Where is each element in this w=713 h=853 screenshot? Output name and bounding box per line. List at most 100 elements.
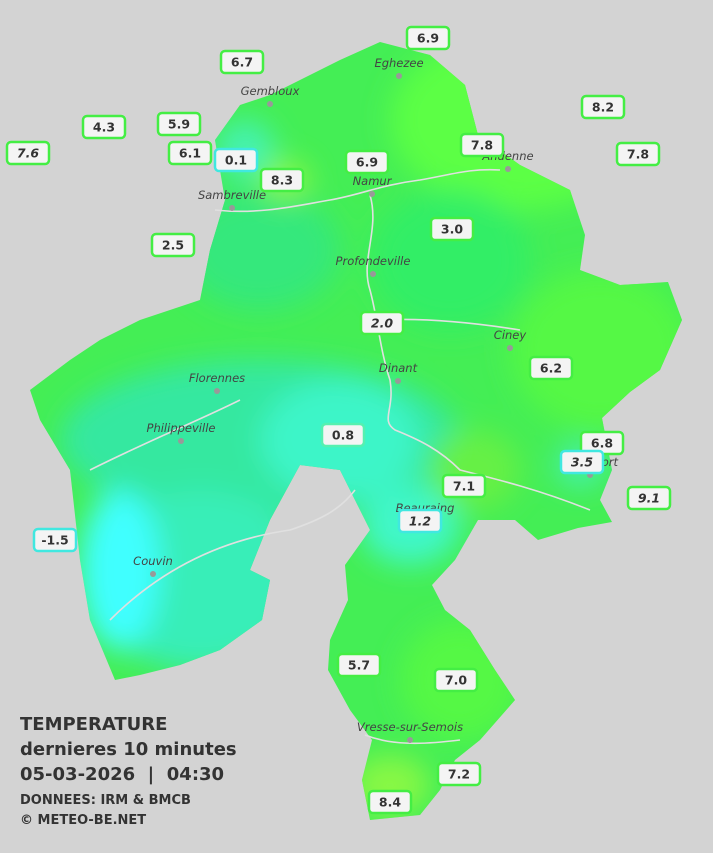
station-value: 6.9 (417, 31, 439, 46)
city-name: Namur (353, 174, 393, 188)
station-label: 2.0 (359, 310, 405, 336)
legend-datetime: 05-03-2026 | 04:30 (20, 764, 224, 785)
station-box (81, 114, 127, 140)
legend: TEMPERATURE dernieres 10 minutes 05-03-2… (20, 714, 237, 828)
legend-subtitle: dernieres 10 minutes (20, 739, 237, 760)
city-name: Dinant (379, 361, 418, 375)
station-label: 5.7 (336, 652, 382, 678)
station-label: -1.5 (32, 527, 78, 553)
legend-copyright: © METEO-BE.NET (20, 813, 146, 828)
legend-title: TEMPERATURE (20, 714, 167, 735)
station-value: 1.2 (409, 514, 431, 529)
station-box (459, 132, 505, 158)
city-name: Gembloux (241, 84, 300, 98)
city-dot (150, 571, 156, 577)
station-box (213, 147, 259, 173)
station-label: 8.4 (367, 789, 413, 815)
station-value: 6.1 (179, 146, 201, 161)
station-box (626, 485, 672, 511)
station-box (32, 527, 78, 553)
city-name: Couvin (133, 554, 173, 568)
station-value: 7.6 (17, 146, 39, 161)
station-label: 0.8 (320, 422, 366, 448)
station-box (580, 94, 626, 120)
city-dot (370, 271, 376, 277)
station-value: 3.5 (571, 455, 593, 470)
city-name: Profondeville (336, 254, 411, 268)
station-value: 5.9 (168, 117, 190, 132)
city-dot (369, 191, 375, 197)
station-label: 7.8 (615, 141, 661, 167)
city-dot (214, 388, 220, 394)
station-label: 3.5 (559, 449, 605, 475)
station-value: 0.8 (332, 428, 354, 443)
legend-source: DONNEES: IRM & BMCB (20, 793, 191, 808)
station-box (359, 310, 405, 336)
station-label: 8.3 (259, 167, 305, 193)
station-value: 9.1 (638, 491, 660, 506)
station-value: 2.5 (162, 238, 184, 253)
station-box (436, 761, 482, 787)
station-label: 4.3 (81, 114, 127, 140)
station-label: 0.1 (213, 147, 259, 173)
station-box (528, 355, 574, 381)
station-box (344, 149, 390, 175)
station-value: -1.5 (41, 533, 68, 548)
station-label: 8.2 (580, 94, 626, 120)
station-value: 5.7 (348, 658, 370, 673)
station-box (336, 652, 382, 678)
station-box (405, 25, 451, 51)
station-value: 8.4 (379, 795, 401, 810)
station-label: 1.2 (397, 508, 443, 534)
station-value: 3.0 (441, 222, 463, 237)
city-name: Eghezee (374, 56, 423, 70)
station-value: 7.0 (445, 673, 467, 688)
station-label: 6.7 (219, 49, 265, 75)
station-value: 2.0 (371, 316, 393, 331)
station-box (167, 140, 213, 166)
station-box (219, 49, 265, 75)
station-value: 6.9 (356, 155, 378, 170)
station-label: 9.1 (626, 485, 672, 511)
station-value: 4.3 (93, 120, 115, 135)
station-value: 7.8 (627, 147, 649, 162)
city-name: Florennes (189, 371, 245, 385)
station-box (320, 422, 366, 448)
rivers (89, 168, 591, 745)
station-label: 7.8 (459, 132, 505, 158)
station-value: 8.2 (592, 100, 614, 115)
station-box (156, 111, 202, 137)
city-dot (396, 73, 402, 79)
city-name: Philippeville (147, 421, 216, 435)
station-label: 7.0 (433, 667, 479, 693)
station-box (150, 232, 196, 258)
city-dot (407, 737, 413, 743)
station-box (367, 789, 413, 815)
city-dot (178, 438, 184, 444)
station-value: 8.3 (271, 173, 293, 188)
station-value: 7.8 (471, 138, 493, 153)
station-box (259, 167, 305, 193)
station-box (5, 140, 51, 166)
city-dot (505, 166, 511, 172)
station-value: 0.1 (225, 153, 247, 168)
city-name: Sambreville (198, 188, 266, 202)
city-dot (507, 345, 513, 351)
station-value: 6.2 (540, 361, 562, 376)
city-dot (267, 101, 273, 107)
city-name: Ciney (494, 328, 527, 342)
station-label: 7.1 (441, 473, 487, 499)
station-label: 6.9 (405, 25, 451, 51)
station-value: 6.8 (591, 436, 613, 451)
station-box (397, 508, 443, 534)
station-box (441, 473, 487, 499)
city-dot (229, 205, 235, 211)
station-label: 6.1 (167, 140, 213, 166)
station-label: 6.9 (344, 149, 390, 175)
station-label: 6.2 (528, 355, 574, 381)
station-box (559, 449, 605, 475)
city-dot (395, 378, 401, 384)
station-value: 7.1 (453, 479, 475, 494)
station-value: 6.7 (231, 55, 253, 70)
